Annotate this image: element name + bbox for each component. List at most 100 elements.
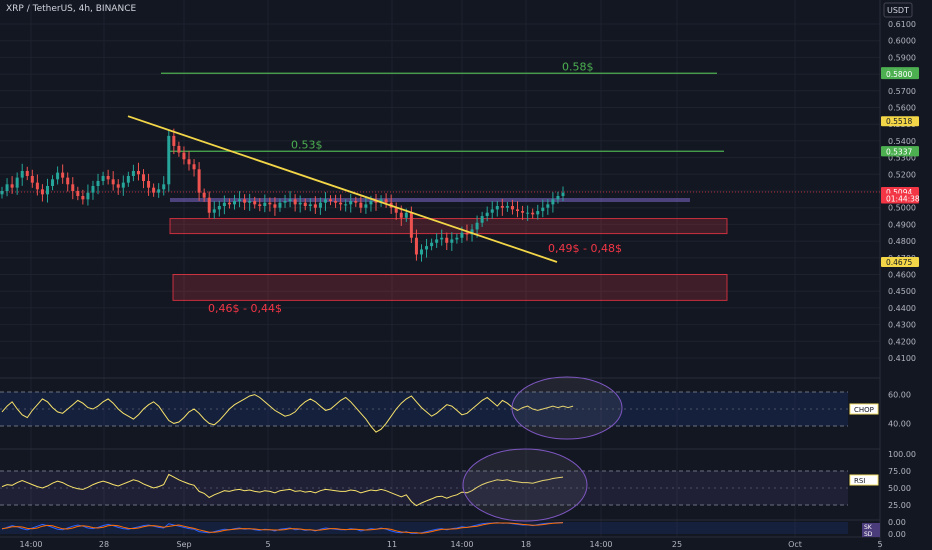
chop-tag[interactable] <box>849 403 879 415</box>
candle-body <box>323 199 327 203</box>
rsi-pane <box>0 448 848 522</box>
rsi-tick-label: 100.00 <box>888 450 916 459</box>
time-tick-label: 5 <box>877 540 882 549</box>
time-tick-label: Sep <box>176 540 191 549</box>
currency-badge[interactable] <box>883 2 913 18</box>
candle-body <box>500 206 504 208</box>
candle-body <box>20 170 24 178</box>
candle-body <box>430 242 434 247</box>
candle-body <box>349 201 353 205</box>
candle-body <box>379 199 383 203</box>
candle-body <box>126 175 130 183</box>
candle-body <box>152 187 156 193</box>
target-levels: 0.58$ 0.53$ <box>161 60 724 152</box>
candle-body <box>536 211 540 215</box>
rsi-tick-label: 50.00 <box>888 484 911 493</box>
candle-body <box>25 170 29 176</box>
candle-body <box>76 191 80 197</box>
candle-body <box>147 180 151 188</box>
support-zone-label: 0,46$ - 0,44$ <box>208 302 282 315</box>
candle-body <box>10 184 14 188</box>
descending-trendline[interactable] <box>127 115 558 263</box>
price-tick-label: 0.5300 <box>888 154 916 163</box>
time-tick-label: 25 <box>672 540 682 549</box>
price-flag-label: 0.5094 <box>886 188 912 197</box>
candle-body <box>167 135 171 185</box>
candle-body <box>450 239 454 243</box>
candle-body <box>455 237 459 240</box>
candle-body <box>207 197 211 213</box>
candle-body <box>541 207 545 212</box>
candle-body <box>369 201 373 205</box>
time-tick-label: 14:00 <box>450 540 473 549</box>
candle-body <box>435 239 439 243</box>
support-zone[interactable] <box>169 218 728 235</box>
symbol-title[interactable]: XRP / TetherUS, 4h, BINANCE <box>6 4 136 14</box>
candle-body <box>51 179 55 186</box>
candle-body <box>546 204 550 208</box>
candle-body <box>339 202 343 205</box>
stoch-d-line <box>1 522 564 534</box>
price-flag-label: 0.5518 <box>886 117 912 126</box>
candle-body <box>293 199 297 205</box>
candle-body <box>344 204 348 206</box>
candle-body <box>212 209 216 213</box>
chop-line <box>1 394 574 433</box>
chop-pane <box>0 376 848 440</box>
candle-body <box>364 204 368 208</box>
candle-body <box>526 212 530 214</box>
candle-body <box>232 201 236 205</box>
candle-body <box>172 135 176 146</box>
candle-body <box>222 202 226 207</box>
support-zones: 0,49$ - 0,48$ 0,46$ - 0,44$ <box>169 218 728 315</box>
support-zone[interactable] <box>172 274 728 301</box>
candle-body <box>510 206 514 210</box>
candle-body <box>298 202 302 205</box>
time-tick-label: 14:00 <box>19 540 42 549</box>
candle-body <box>556 196 560 200</box>
chop-highlight-circle <box>511 376 623 440</box>
candle-body <box>217 206 221 210</box>
candle-body <box>101 175 105 181</box>
candle-body <box>374 201 378 203</box>
candle-body <box>399 212 403 218</box>
candle-body <box>227 202 231 205</box>
time-tick-label: 14:00 <box>589 540 612 549</box>
candle-body <box>157 189 161 193</box>
rsi-line <box>1 473 564 507</box>
rsi-tag[interactable] <box>849 474 879 486</box>
price-tick-label: 0.5000 <box>888 204 916 213</box>
price-flag <box>881 116 919 127</box>
candle-body <box>40 189 44 195</box>
candle-body <box>409 212 413 238</box>
candle-body <box>0 191 4 195</box>
time-axis[interactable]: 14:00 28 Sep 5 11 14:00 18 14:00 25 Oct 5 <box>19 540 882 549</box>
candle-body <box>61 172 65 178</box>
candle-body <box>303 202 307 207</box>
price-tick-label: 0.4800 <box>888 237 916 246</box>
candle-body <box>15 177 19 188</box>
stoch-pane <box>0 522 848 534</box>
candle-body <box>121 182 125 188</box>
chop-tick-label: 40.00 <box>888 419 911 428</box>
candle-body <box>278 202 282 208</box>
candle-body <box>318 202 322 208</box>
rsi-tick-label: 25.00 <box>888 501 911 510</box>
candle-body <box>106 175 110 180</box>
stoch-band <box>0 522 848 534</box>
stoch-tag[interactable] <box>862 523 880 537</box>
price-axis[interactable]: 0.6100 0.6000 0.5900 0.5800 0.5700 0.5600 0.55… <box>849 20 920 539</box>
chop-tick-label: 60.00 <box>888 391 911 400</box>
candle-body <box>288 199 292 202</box>
price-tick-label: 0.4400 <box>888 304 916 313</box>
candle-body <box>329 199 333 202</box>
candle-body <box>91 185 95 193</box>
candle-body <box>86 192 90 200</box>
price-flag-label: 0.5800 <box>886 70 912 79</box>
candle-body <box>268 202 272 205</box>
candle-body <box>56 172 60 180</box>
price-tick-label: 0.4100 <box>888 354 916 363</box>
candle-body <box>516 209 520 212</box>
time-tick-label: 28 <box>99 540 109 549</box>
candle-body <box>96 180 100 186</box>
